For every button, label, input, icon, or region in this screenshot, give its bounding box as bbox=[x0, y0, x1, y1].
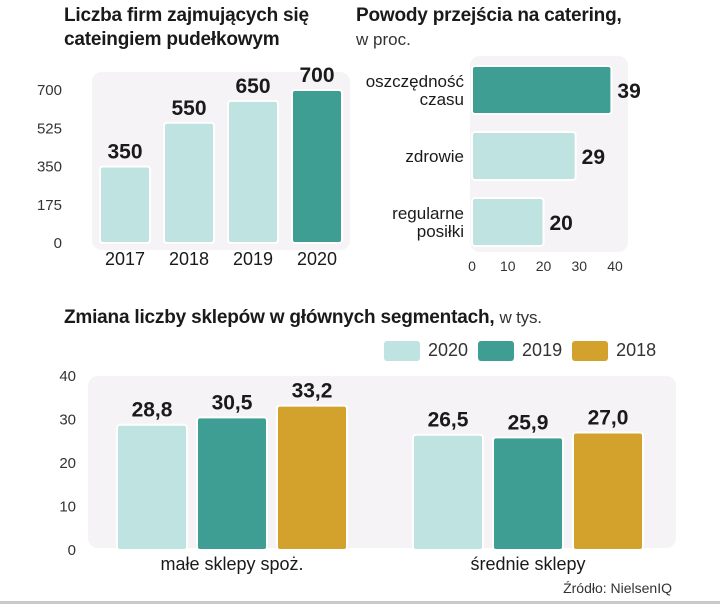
firms-x-axis: 2017 2018 2019 2020 bbox=[105, 249, 337, 269]
shops-chart: 40 30 20 10 0 28,8 30,5 33,2 26,5 25,9 27,0 małe … bbox=[59, 368, 676, 574]
reasons-value-label: 29 bbox=[582, 146, 605, 169]
reasons-bar bbox=[471, 131, 577, 181]
shops-y-axis: 40 30 20 10 0 bbox=[59, 368, 76, 559]
shops-title-text: Zmiana liczby sklepów w głównych segment… bbox=[64, 307, 495, 328]
reasons-category-label: posiłki bbox=[417, 222, 464, 241]
shops-x-axis: małe sklepy spoż. średnie sklepy bbox=[160, 554, 585, 574]
shops-value-label: 26,5 bbox=[428, 409, 469, 432]
firms-title-line1: Liczba firm zajmujących się bbox=[64, 5, 309, 26]
firms-plot-background bbox=[92, 72, 350, 250]
reasons-category-label: czasu bbox=[420, 90, 464, 109]
reasons-chart-subtitle: w proc. bbox=[356, 30, 411, 49]
legend-item-2019: 2019 bbox=[478, 340, 562, 361]
reasons-value-label: 20 bbox=[550, 212, 573, 235]
reasons-bar bbox=[471, 65, 613, 115]
legend-label-2018: 2018 bbox=[616, 340, 657, 360]
firms-ytick-label: 175 bbox=[37, 197, 62, 214]
reasons-category-label: oszczędność bbox=[366, 72, 465, 91]
shops-bar bbox=[116, 423, 188, 551]
shops-value-label: 27,0 bbox=[588, 407, 629, 430]
shops-bar bbox=[196, 416, 268, 552]
firms-ytick-label: 700 bbox=[37, 82, 62, 99]
firms-category-label: 2020 bbox=[297, 249, 337, 269]
reasons-x-axis: 0 10 20 30 40 bbox=[468, 258, 623, 274]
shops-value-label: 33,2 bbox=[292, 380, 333, 403]
shops-value-label: 30,5 bbox=[212, 391, 253, 414]
reasons-bar bbox=[471, 197, 545, 247]
legend-label-2020: 2020 bbox=[428, 340, 469, 360]
reasons-xtick-label: 0 bbox=[468, 258, 476, 274]
reasons-xtick-label: 30 bbox=[571, 258, 587, 274]
firms-bar bbox=[163, 121, 215, 244]
shops-ytick-label: 20 bbox=[59, 455, 76, 472]
shops-bars: 28,8 30,5 33,2 26,5 25,9 27,0 bbox=[116, 380, 644, 552]
firms-bar bbox=[291, 89, 343, 244]
firms-chart-title: Liczba firm zajmujących się cateingiem p… bbox=[64, 4, 309, 52]
firms-bars: 350 550 650 700 bbox=[99, 64, 343, 244]
shops-ytick-label: 30 bbox=[59, 412, 76, 429]
firms-ytick-label: 350 bbox=[37, 159, 62, 176]
firms-y-axis: 700 525 350 175 0 bbox=[37, 82, 62, 252]
reasons-xtick-label: 40 bbox=[607, 258, 623, 274]
shops-legend: 2020 2019 2018 bbox=[384, 340, 656, 361]
source-note: Źródło: NielsenIQ bbox=[563, 580, 672, 596]
shops-bar bbox=[276, 404, 348, 551]
shops-chart-title: Zmiana liczby sklepów w głównych segment… bbox=[64, 306, 542, 330]
legend-swatch-2020 bbox=[384, 340, 420, 361]
shops-value-label: 28,8 bbox=[132, 399, 173, 422]
reasons-chart: oszczędnośćczasuzdrowieregularneposiłki … bbox=[366, 56, 640, 274]
firms-category-label: 2017 bbox=[105, 249, 145, 269]
reasons-value-label: 39 bbox=[617, 80, 640, 103]
legend-swatch-2018 bbox=[572, 340, 609, 361]
firms-category-label: 2018 bbox=[169, 249, 209, 269]
reasons-xtick-label: 20 bbox=[536, 258, 552, 274]
firms-ytick-label: 0 bbox=[54, 235, 62, 252]
reasons-bars: 39 29 20 bbox=[471, 65, 640, 247]
reasons-category-label: zdrowie bbox=[405, 147, 464, 166]
firms-value-label: 350 bbox=[107, 141, 142, 164]
shops-group-label: małe sklepy spoż. bbox=[160, 554, 303, 574]
shops-ytick-label: 0 bbox=[68, 542, 76, 559]
bottom-divider bbox=[0, 601, 720, 604]
firms-ytick-label: 525 bbox=[37, 120, 62, 137]
shops-ytick-label: 40 bbox=[59, 368, 76, 385]
shops-subtitle: w tys. bbox=[499, 308, 542, 327]
firms-value-label: 550 bbox=[171, 97, 206, 120]
shops-bar bbox=[412, 433, 484, 551]
legend-swatch-2019 bbox=[478, 340, 515, 361]
firms-value-label: 700 bbox=[299, 64, 334, 87]
legend-label-2019: 2019 bbox=[522, 340, 563, 360]
firms-bar bbox=[99, 165, 151, 244]
firms-category-label: 2019 bbox=[233, 249, 273, 269]
shops-group-label: średnie sklepy bbox=[470, 554, 585, 574]
reasons-category-label: regularne bbox=[392, 204, 464, 223]
reasons-xtick-label: 10 bbox=[500, 258, 516, 274]
shops-value-label: 25,9 bbox=[508, 411, 549, 434]
shops-bar bbox=[492, 436, 564, 551]
legend-item-2020: 2020 bbox=[384, 340, 468, 361]
shops-ytick-label: 10 bbox=[59, 499, 76, 516]
reasons-chart-title: Powody przejścia na catering, bbox=[356, 5, 622, 26]
firms-value-label: 650 bbox=[235, 75, 270, 98]
firms-bar bbox=[227, 99, 279, 244]
legend-item-2018: 2018 bbox=[572, 340, 656, 361]
firms-title-line2: cateingiem pudełkowym bbox=[64, 29, 280, 50]
shops-bar bbox=[572, 431, 644, 551]
